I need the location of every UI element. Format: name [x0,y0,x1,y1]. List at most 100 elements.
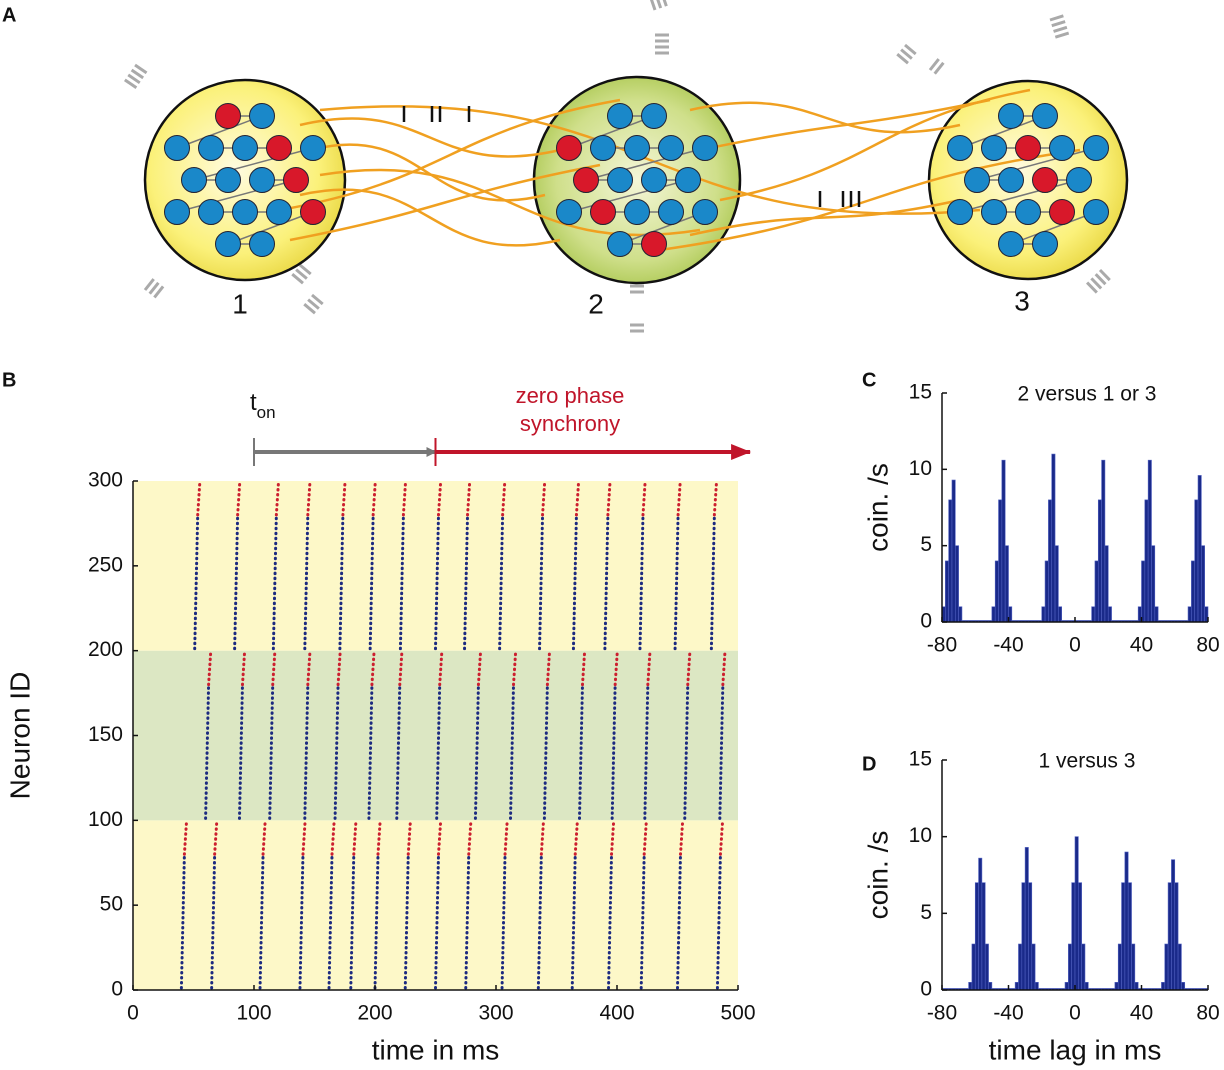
spike-column [643,683,650,820]
spike-column [210,852,217,990]
decoration [607,231,633,257]
y-tick-label: 50 [100,893,123,916]
decoration [176,115,263,149]
spike-column [298,852,305,990]
decoration [641,103,667,129]
spike-column [673,513,680,651]
histogram-bar [1021,882,1026,991]
decoration [148,281,160,295]
spike-column [542,683,549,820]
y-tick-label: 300 [88,469,123,492]
histogram-bar [1201,545,1205,623]
sync-spike-column [580,652,586,687]
decoration [689,198,961,237]
histogram-bar [1127,882,1132,991]
sync-spike-column [371,482,377,517]
sync-spike-column [512,652,518,687]
sync-spike-column [641,482,647,517]
histogram-bar [1107,606,1112,623]
decoration [319,168,701,237]
histogram-bar [1004,545,1009,623]
decoration [289,163,601,242]
annotation: zero phase [516,383,625,408]
histogram-bar [1117,943,1122,991]
spike-column [258,852,265,990]
decoration [900,48,913,60]
annotation: synchrony [520,411,620,436]
decoration [928,58,940,71]
histogram-bar [1151,545,1156,623]
histogram-bar [1068,943,1072,991]
spike-column [603,513,610,651]
sync-spike-column [573,821,579,856]
histogram-bar [1074,836,1079,991]
sync-spike-column [503,821,509,856]
decoration [585,147,706,181]
node-label: 3 [1014,285,1030,316]
spike-column [368,513,375,651]
decoration [279,98,621,212]
sync-spike-column [240,652,246,687]
sync-spike-column [438,652,444,687]
spike-column [237,683,244,820]
sync-spike-column [646,652,652,687]
y-tick-label: 5 [920,901,932,924]
decoration [153,285,165,299]
decoration [1086,281,1098,294]
x-tick-label: 40 [1130,1002,1153,1025]
chart-title: 2 versus 1 or 3 [1018,383,1157,406]
spike-column [718,683,725,820]
histogram-bar [1171,859,1176,991]
histogram-bar [981,882,986,991]
histogram-bar [1001,459,1006,623]
x-tick-label: 0 [127,1002,139,1025]
sync-spike-column [476,652,482,687]
decoration [1015,199,1041,225]
decoration [904,43,917,56]
x-tick-label: -40 [993,634,1023,657]
decoration [590,135,616,161]
sync-spike-column [341,482,347,517]
decoration [1049,199,1075,225]
histogram-bar [1031,943,1036,991]
decoration [607,103,633,129]
decoration [573,167,599,193]
histogram-bar [994,560,999,623]
sync-spike-column [466,482,472,517]
decoration [164,135,190,161]
spike-column [395,683,402,820]
histogram-bar [1197,475,1202,623]
histogram-bar [968,982,973,991]
decoration [127,73,141,85]
decoration [266,135,292,161]
histogram-bar [1154,606,1159,623]
histogram-bar [951,479,956,623]
histogram-bar [1167,882,1172,991]
decoration [1049,135,1075,161]
decoration [590,199,616,225]
annotation-subscript: on [257,403,276,422]
x-axis-label: time lag in ms [989,1034,1162,1065]
sync-spike-column [301,821,307,856]
chart-title: 1 versus 3 [1039,750,1136,773]
sync-spike-column [721,652,727,687]
histogram-bar [1058,606,1063,623]
histogram-bar [971,943,976,991]
decoration [532,75,742,285]
spike-column [509,683,516,820]
decoration [624,199,650,225]
decoration [959,179,1080,213]
sync-spike-column [182,821,188,856]
decoration [299,117,561,158]
decoration [300,199,326,225]
spike-column [570,852,577,990]
spike-column [179,852,186,990]
node-label: 1 [232,288,248,319]
histogram-bar [1164,943,1169,991]
spike-column [403,852,410,990]
decoration [1010,211,1097,245]
y-tick-label: 150 [88,723,123,746]
y-axis-label: Neuron ID [4,672,35,800]
sync-spike-column [467,821,473,856]
